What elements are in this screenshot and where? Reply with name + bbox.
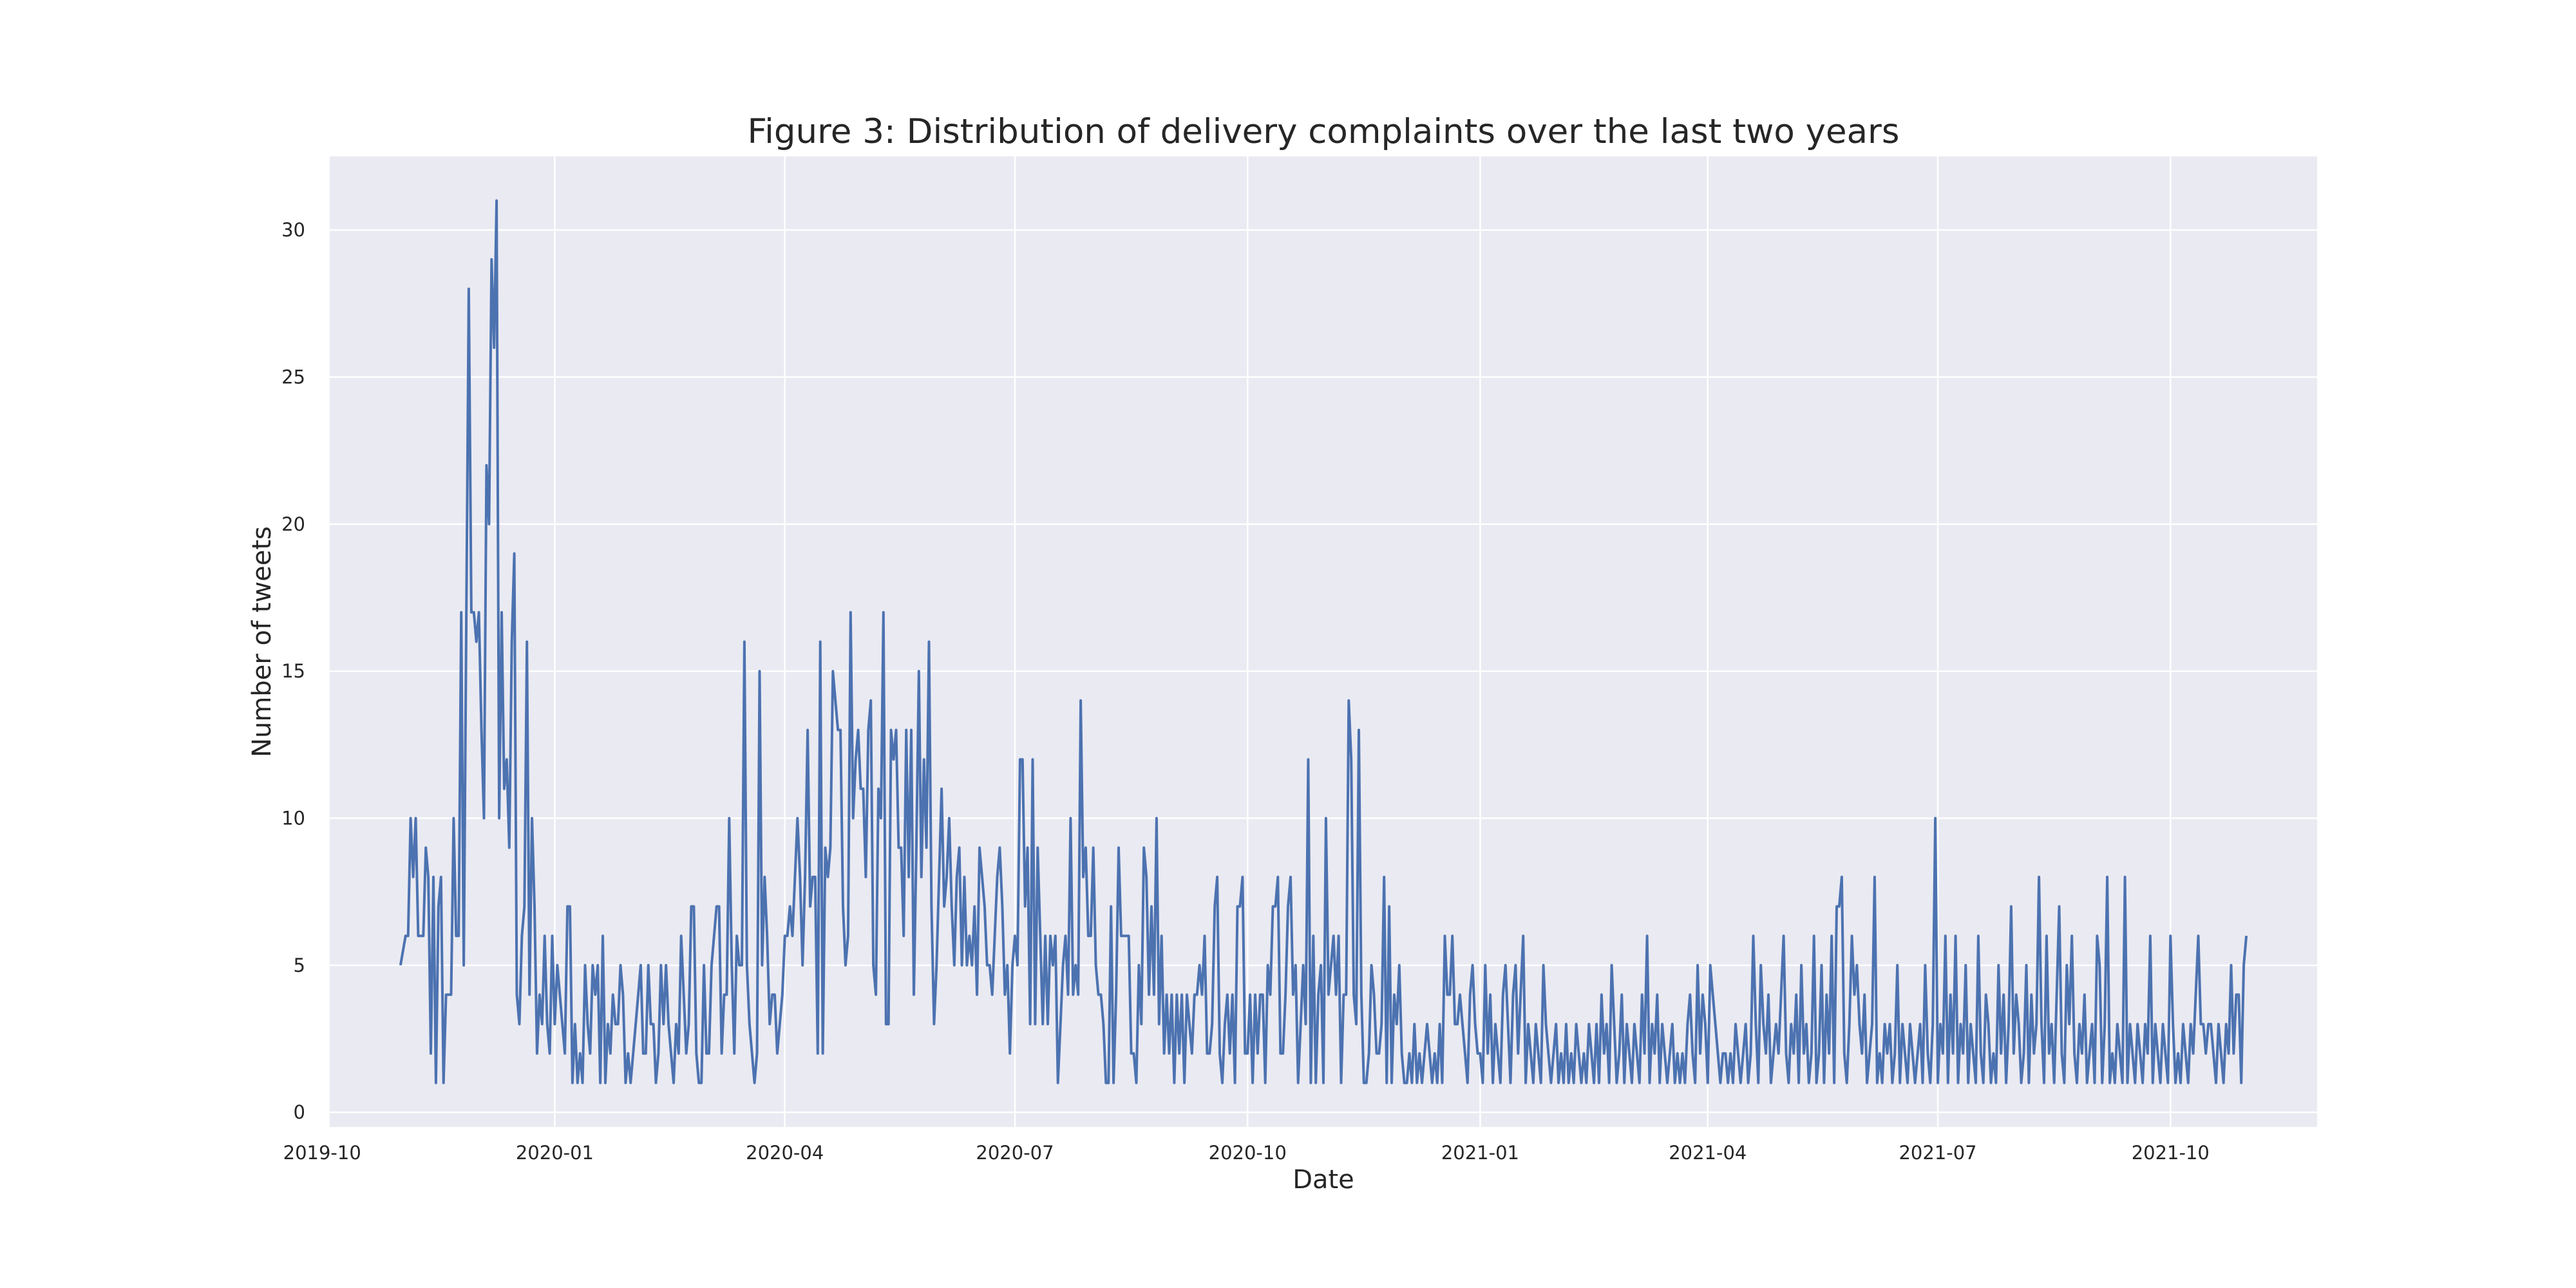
x-tick-label: 2021-07: [1899, 1142, 1976, 1164]
y-tick-label: 5: [294, 954, 305, 976]
y-axis-label: Number of tweets: [247, 526, 277, 757]
y-tick-label: 25: [281, 366, 305, 388]
x-tick-label: 2020-10: [1209, 1142, 1287, 1164]
y-tick-label: 15: [281, 660, 305, 682]
x-axis-label: Date: [1293, 1165, 1354, 1195]
y-axis-ticks: 0 5 10 15 20 25 30: [281, 219, 305, 1123]
x-tick-label: 2021-04: [1669, 1142, 1747, 1164]
x-axis-ticks: 2019-10 2020-01 2020-04 2020-07 2020-10 2021-…: [283, 1142, 2210, 1164]
series-line-tweets: [399, 199, 2248, 1084]
x-tick-label: 2020-07: [976, 1142, 1054, 1164]
y-tick-label: 20: [281, 513, 305, 535]
x-tick-label: 2020-04: [746, 1142, 824, 1164]
y-tick-label: 0: [294, 1101, 305, 1123]
x-tick-label: 2021-10: [2132, 1142, 2210, 1164]
x-tick-label: 2021-01: [1441, 1142, 1519, 1164]
x-tick-label: 2019-10: [283, 1142, 361, 1164]
y-tick-label: 10: [281, 808, 305, 829]
chart-title: Figure 3: Distribution of delivery compl…: [748, 112, 1900, 151]
x-tick-label: 2020-01: [516, 1142, 594, 1164]
y-tick-label: 30: [281, 219, 305, 241]
